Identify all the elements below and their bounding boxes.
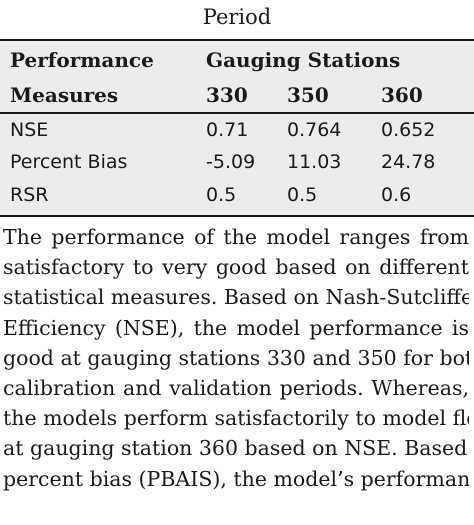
header-performance: Performance bbox=[10, 48, 154, 72]
cell-bias-350: 11.03 bbox=[287, 151, 342, 173]
paragraph-line: calibration and validation periods. Wher… bbox=[3, 376, 469, 401]
paragraph-line: The performance of the model ranges from bbox=[3, 225, 469, 249]
paragraph-line: percent bias (PBAIS), the model’s perfor… bbox=[3, 466, 469, 491]
table-bottom-rule bbox=[0, 215, 474, 217]
table-top-rule bbox=[0, 39, 474, 41]
paragraph-line: Efficiency (NSE), the model performance … bbox=[3, 315, 469, 340]
body-paragraph: The performance of the model ranges from… bbox=[3, 222, 469, 494]
header-station-330: 330 bbox=[206, 83, 248, 107]
paragraph-line: the models perform satisfactorily to mod… bbox=[3, 406, 469, 431]
row-measure-nse: NSE bbox=[10, 119, 49, 141]
cell-nse-350: 0.764 bbox=[287, 119, 342, 141]
performance-table: Performance Measures Gauging Stations 33… bbox=[0, 39, 474, 217]
cell-nse-330: 0.71 bbox=[206, 119, 249, 141]
cell-rsr-360: 0.6 bbox=[381, 184, 412, 206]
cell-rsr-330: 0.5 bbox=[206, 184, 237, 206]
row-measure-rsr: RSR bbox=[10, 184, 49, 206]
cell-bias-330: -5.09 bbox=[206, 151, 256, 173]
table-caption-period: Period bbox=[202, 5, 272, 29]
table-header-rule bbox=[0, 112, 474, 114]
paragraph-line: statistical measures. Based on Nash-Sutc… bbox=[3, 285, 469, 310]
header-gauging-stations: Gauging Stations bbox=[206, 48, 401, 72]
header-measures: Measures bbox=[10, 83, 119, 107]
cell-bias-360: 24.78 bbox=[381, 151, 436, 173]
cell-nse-360: 0.652 bbox=[381, 119, 436, 141]
paragraph-line: good at gauging stations 330 and 350 for… bbox=[3, 345, 469, 370]
row-measure-percent-bias: Percent Bias bbox=[10, 151, 128, 173]
paragraph-line: at gauging station 360 based on NSE. Bas… bbox=[3, 436, 469, 461]
paragraph-line: satisfactory to very good based on diffe… bbox=[3, 255, 469, 280]
cell-rsr-350: 0.5 bbox=[287, 184, 318, 206]
header-station-360: 360 bbox=[381, 83, 423, 107]
header-station-350: 350 bbox=[287, 83, 329, 107]
